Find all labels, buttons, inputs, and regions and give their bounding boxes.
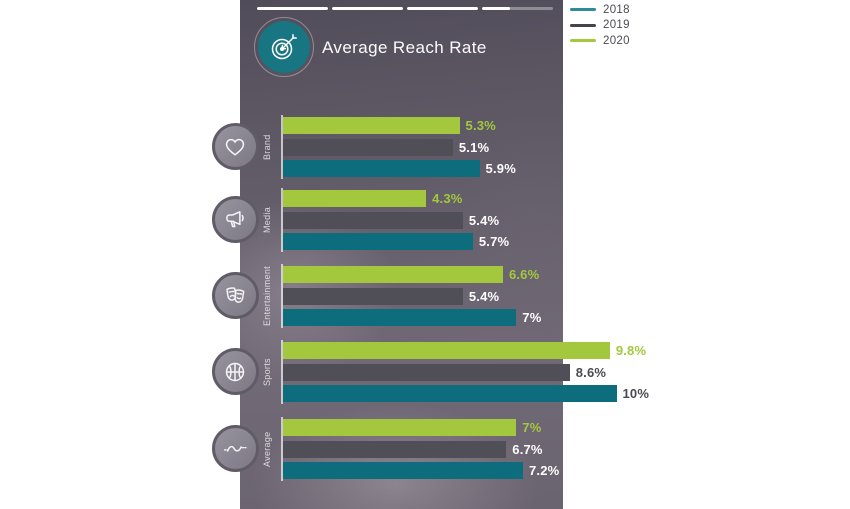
- bar-2018-entertainment: [282, 309, 517, 326]
- category-label: Brand: [262, 134, 272, 160]
- category-group-brand: Brand 5.3% 5.1% 5.9%: [211, 115, 563, 179]
- megaphone-icon: [211, 196, 259, 243]
- bar-2019-media: [282, 211, 463, 229]
- bar-value-label: 5.4%: [468, 212, 500, 228]
- bar-value-label: 10%: [622, 386, 650, 401]
- legend-item-2018: 2018: [570, 2, 630, 18]
- bar-value-label: 4.3%: [432, 191, 463, 206]
- heart-icon: [211, 123, 259, 170]
- legend-item-2020: 2020: [570, 33, 630, 49]
- axis-line: [281, 340, 283, 404]
- bar-2020-media: [282, 190, 427, 207]
- bar-row-2019: 6.7%: [282, 440, 560, 458]
- bar-row-2018: 7.2%: [282, 462, 560, 479]
- bar-value-label: 5.9%: [485, 161, 516, 176]
- category-label: Average: [262, 431, 272, 467]
- bar-2018-brand: [282, 160, 480, 177]
- story-progress-segment: [482, 7, 553, 10]
- legend-label: 2020: [603, 34, 630, 47]
- category-label: Entertainment: [262, 266, 272, 326]
- bar-2018-media: [282, 233, 473, 250]
- bar-2019-average: [282, 440, 507, 458]
- category-group-sports: Sports 9.8% 8.6% 10%: [211, 340, 649, 404]
- bar-row-2020: 9.8%: [282, 342, 650, 359]
- target-icon-badge: [258, 21, 310, 73]
- bar-row-2020: 5.3%: [282, 117, 516, 134]
- bar-value-label: 7.2%: [528, 463, 560, 478]
- bar-row-2019: 5.1%: [282, 138, 516, 156]
- bar-2020-sports: [282, 342, 610, 359]
- bar-row-2018: 5.7%: [282, 233, 510, 250]
- bar-value-label: 5.1%: [458, 139, 490, 155]
- bar-2019-sports: [282, 363, 570, 381]
- bar-row-2020: 4.3%: [282, 190, 510, 207]
- category-group-media: Media 4.3% 5.4% 5.7%: [211, 188, 563, 252]
- bar-value-label: 5.3%: [465, 118, 496, 133]
- bar-value-label: 5.7%: [478, 234, 510, 249]
- bar-value-label: 6.6%: [508, 267, 540, 282]
- legend-swatch: [570, 39, 596, 43]
- bar-row-2020: 6.6%: [282, 266, 542, 283]
- bar-2018-average: [282, 462, 523, 479]
- bar-group: 7% 6.7% 7.2%: [282, 419, 560, 484]
- axis-line: [281, 115, 283, 179]
- bar-value-label: 6.7%: [512, 441, 543, 457]
- category-group-entertainment: Entertainment 6.6% 5.4% 7%: [211, 264, 563, 328]
- bar-value-label: 5.4%: [468, 288, 500, 304]
- bar-row-2019: 5.4%: [282, 287, 542, 305]
- axis-line: [281, 417, 283, 481]
- theater-masks-icon: [211, 272, 259, 319]
- legend-item-2019: 2019: [570, 18, 630, 34]
- target-icon: [268, 31, 300, 63]
- bar-2020-entertainment: [282, 266, 503, 283]
- bar-group: 4.3% 5.4% 5.7%: [282, 190, 510, 255]
- basketball-icon: [211, 348, 259, 395]
- wave-icon: [211, 425, 259, 472]
- bar-row-2018: 10%: [282, 385, 650, 402]
- bar-group: 6.6% 5.4% 7%: [282, 266, 542, 331]
- bar-2019-entertainment: [282, 287, 463, 305]
- bar-row-2019: 5.4%: [282, 211, 510, 229]
- bar-row-2018: 5.9%: [282, 160, 516, 177]
- bar-value-label: 7%: [522, 420, 542, 435]
- bar-row-2019: 8.6%: [282, 363, 650, 381]
- story-progress-segment: [407, 7, 478, 10]
- story-progress-bar: [257, 7, 553, 10]
- bar-2018-sports: [282, 385, 617, 402]
- story-progress-segment: [257, 7, 328, 10]
- header-icon-ring: [254, 17, 314, 77]
- bar-2020-brand: [282, 117, 460, 134]
- story-panel: Average Reach Rate Brand 5.3% 5.1% 5.9% Medi…: [211, 0, 649, 509]
- bar-2019-brand: [282, 138, 453, 156]
- bar-2020-average: [282, 419, 517, 436]
- bar-group: 9.8% 8.6% 10%: [282, 342, 650, 407]
- legend-swatch: [570, 23, 596, 27]
- bar-value-label: 7%: [522, 310, 542, 325]
- category-label: Media: [262, 207, 272, 234]
- bar-value-label: 8.6%: [575, 364, 607, 380]
- bar-row-2020: 7%: [282, 419, 560, 436]
- story-progress-segment: [332, 7, 403, 10]
- bar-row-2018: 7%: [282, 309, 542, 326]
- page-title: Average Reach Rate: [322, 38, 487, 57]
- bar-value-label: 9.8%: [615, 343, 647, 358]
- axis-line: [281, 264, 283, 328]
- bar-group: 5.3% 5.1% 5.9%: [282, 117, 516, 182]
- category-group-average: Average 7% 6.7% 7.2%: [211, 417, 563, 481]
- legend: 2018 2019 2020: [570, 2, 630, 49]
- legend-label: 2018: [603, 3, 630, 16]
- legend-label: 2019: [603, 19, 630, 32]
- axis-line: [281, 188, 283, 252]
- legend-swatch: [570, 8, 596, 12]
- category-label: Sports: [262, 358, 272, 386]
